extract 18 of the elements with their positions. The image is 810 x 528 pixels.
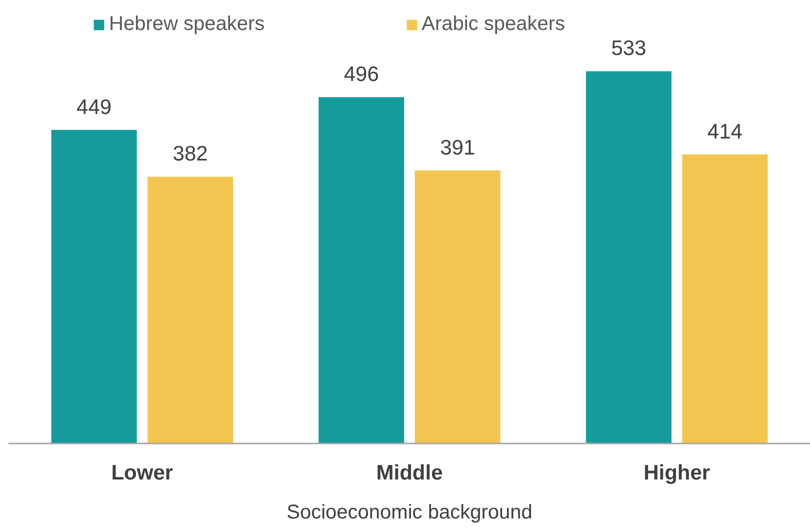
data-label: 382	[172, 142, 208, 166]
x-tick-label: Higher	[644, 462, 710, 484]
x-tick-label: Middle	[376, 462, 443, 484]
bar	[586, 71, 672, 444]
data-label: 414	[707, 120, 743, 144]
legend-label: Hebrew speakers	[109, 13, 265, 36]
bar	[682, 154, 768, 444]
x-axis-title: Socioeconomic background	[286, 502, 532, 524]
legend-label: Arabic speakers	[422, 13, 566, 36]
bar	[414, 170, 500, 444]
data-label: 496	[344, 63, 379, 86]
bar	[318, 97, 404, 444]
data-label: 449	[76, 96, 112, 119]
x-tick-label: Lower	[111, 462, 174, 484]
bar	[148, 176, 234, 444]
data-label: 391	[440, 136, 476, 160]
data-label: 533	[611, 37, 646, 60]
bar	[51, 130, 137, 444]
